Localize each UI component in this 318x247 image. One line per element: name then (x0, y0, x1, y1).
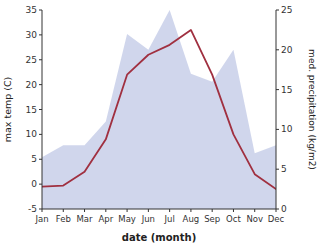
y-tick (39, 134, 42, 135)
y2-tick (276, 10, 279, 11)
y-tick-label: 20 (26, 80, 38, 90)
x-tick-label: Dec (268, 214, 285, 224)
y2-axis-line (276, 10, 277, 209)
y-tick-label: -5 (28, 204, 37, 214)
x-axis-line (42, 209, 276, 210)
x-tick (190, 209, 191, 212)
y-tick (39, 184, 42, 185)
x-tick-label: Jan (34, 214, 48, 224)
y2-tick-label: 15 (281, 85, 292, 95)
y2-tick (276, 89, 279, 90)
y-tick-label: 5 (31, 154, 37, 164)
y-tick-label: 0 (31, 179, 37, 189)
y-tick-label: 25 (26, 55, 37, 65)
y2-tick-label: 5 (281, 164, 287, 174)
y2-tick-label: 10 (281, 124, 293, 134)
x-tick-label: Aug (183, 214, 200, 224)
x-tick (42, 209, 43, 212)
y-tick (39, 109, 42, 110)
x-tick-label: May (118, 214, 136, 224)
x-tick (105, 209, 106, 212)
y2-tick-label: 20 (281, 45, 293, 55)
y-tick-label: 10 (26, 129, 38, 139)
y-tick (39, 84, 42, 85)
x-tick-label: Sep (204, 214, 220, 224)
temperature-line (42, 30, 276, 189)
x-tick (212, 209, 213, 212)
y2-tick-label: 25 (281, 5, 292, 15)
chart: -5 0 5 10 15 20 25 30 35 0 5 10 15 20 25 Jan Feb Mar Apr Ma… (0, 0, 318, 247)
y-tick (39, 159, 42, 160)
x-tick-label: Jul (164, 214, 175, 224)
y2-tick (276, 49, 279, 50)
x-tick-label: Oct (226, 214, 241, 224)
x-tick (169, 209, 170, 212)
y2-tick-label: 0 (281, 204, 287, 214)
x-tick (233, 209, 234, 212)
y2-tick (276, 129, 279, 130)
y2-tick (276, 169, 279, 170)
y-tick-label: 30 (26, 30, 38, 40)
y-tick (39, 59, 42, 60)
plot-area (42, 10, 276, 209)
x-tick-label: Nov (246, 214, 263, 224)
x-tick (148, 209, 149, 212)
y2-axis-label: med. precipitation (kg/m2) (307, 49, 317, 170)
precipitation-area (42, 10, 276, 209)
x-tick (84, 209, 85, 212)
x-tick-label: Mar (77, 214, 94, 224)
y-tick (39, 34, 42, 35)
x-tick (127, 209, 128, 212)
x-tick-label: Feb (56, 214, 71, 224)
x-tick (276, 209, 277, 212)
y-tick-label: 15 (26, 105, 37, 115)
y-tick-label: 35 (26, 5, 37, 15)
x-tick (254, 209, 255, 212)
x-tick (63, 209, 64, 212)
x-tick-label: Jun (141, 214, 155, 224)
x-axis-label: date (month) (122, 232, 196, 243)
y-tick (39, 10, 42, 11)
y-axis-label: max temp (C) (2, 77, 13, 143)
x-tick-label: Apr (98, 214, 113, 224)
